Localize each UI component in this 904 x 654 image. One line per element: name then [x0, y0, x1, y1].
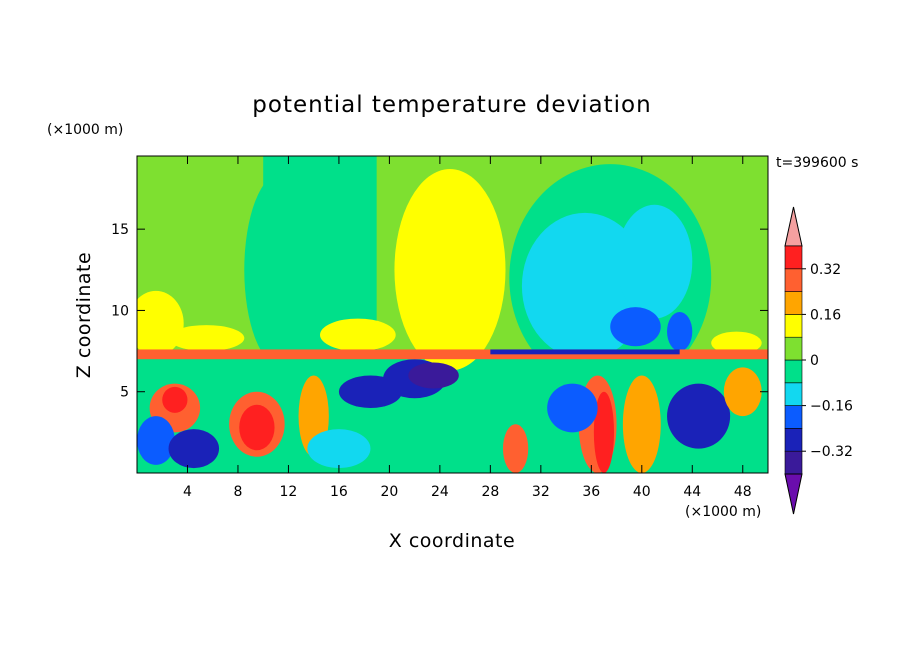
- heatmap-blob: [319, 318, 396, 352]
- x-units-label: (×1000 m): [685, 504, 761, 520]
- colorbar-swatch: [784, 336, 803, 361]
- heatmap-blob: [168, 429, 220, 469]
- colorbar-swatch: [784, 245, 803, 270]
- colorbar-label: 0: [810, 353, 819, 369]
- y-units-label: (×1000 m): [47, 122, 123, 138]
- heatmap-blob: [408, 362, 459, 389]
- heatmap-blob: [168, 325, 245, 352]
- heatmap-band: [490, 349, 680, 355]
- chart-title: potential temperature deviation: [252, 92, 651, 118]
- colorbar-top-triangle: [784, 206, 803, 247]
- heatmap-blob: [137, 416, 175, 465]
- colorbar-swatch: [784, 428, 803, 452]
- heatmap-blob: [137, 290, 184, 356]
- colorbar-label: 0.16: [810, 307, 841, 323]
- colorbar-swatch: [784, 382, 803, 406]
- heatmap-blob: [394, 169, 506, 371]
- x-tick-label: 48: [734, 484, 752, 500]
- colorbar: 0.32 0.16 0 −0.16 −0.32: [784, 206, 853, 515]
- y-axis-label: Z coordinate: [73, 252, 95, 378]
- heatmap-blob: [162, 386, 188, 413]
- time-label: t=399600 s: [776, 155, 858, 171]
- x-tick-label: 36: [582, 484, 600, 500]
- colorbar-swatch: [784, 314, 803, 338]
- colorbar-swatch: [784, 405, 803, 429]
- heatmap-blob: [239, 404, 275, 451]
- colorbar-swatch: [784, 291, 803, 315]
- heatmap-blob: [547, 383, 598, 433]
- x-axis-label: X coordinate: [389, 530, 515, 552]
- heatmap-blob: [244, 172, 320, 368]
- heatmap-blob: [616, 204, 693, 319]
- y-tick-label: 10: [111, 303, 129, 319]
- x-tick-label: 4: [183, 484, 192, 500]
- colorbar-swatch: [784, 450, 803, 475]
- heatmap-blob: [439, 416, 491, 465]
- heatmap-blob: [622, 375, 661, 473]
- x-tick-label: 32: [532, 484, 550, 500]
- colorbar-swatch: [784, 359, 803, 384]
- heatmap-band: [137, 349, 768, 360]
- heatmap-blob: [307, 429, 371, 469]
- heatmap-area: [137, 156, 768, 473]
- x-tick-label: 28: [481, 484, 499, 500]
- x-tick-label: 24: [431, 484, 449, 500]
- colorbar-bottom-triangle: [784, 473, 803, 515]
- y-axis: 5 10 15: [111, 222, 768, 401]
- x-tick-label: 8: [233, 484, 242, 500]
- x-axis: 4 8 12 16 20 24 28 32 36 40 44 48: [183, 156, 752, 500]
- x-tick-label: 20: [380, 484, 398, 500]
- colorbar-label: −0.32: [810, 444, 853, 460]
- heatmap-blob: [593, 391, 615, 473]
- y-tick-label: 5: [120, 385, 129, 401]
- plot-frame: [136, 155, 769, 474]
- heatmap-blob: [723, 367, 762, 417]
- x-tick-label: 40: [633, 484, 651, 500]
- colorbar-label: −0.16: [810, 399, 853, 415]
- x-tick-label: 16: [330, 484, 348, 500]
- heatmap-blob: [667, 383, 731, 449]
- heatmap-blob: [502, 424, 529, 473]
- colorbar-swatch: [784, 268, 803, 292]
- heatmap-blob: [667, 312, 693, 352]
- heatmap-blob: [610, 307, 661, 347]
- y-tick-label: 15: [111, 222, 129, 238]
- colorbar-label: 0.32: [810, 262, 841, 278]
- heatmap-blob: [711, 331, 762, 355]
- x-tick-label: 44: [683, 484, 701, 500]
- x-tick-label: 12: [280, 484, 298, 500]
